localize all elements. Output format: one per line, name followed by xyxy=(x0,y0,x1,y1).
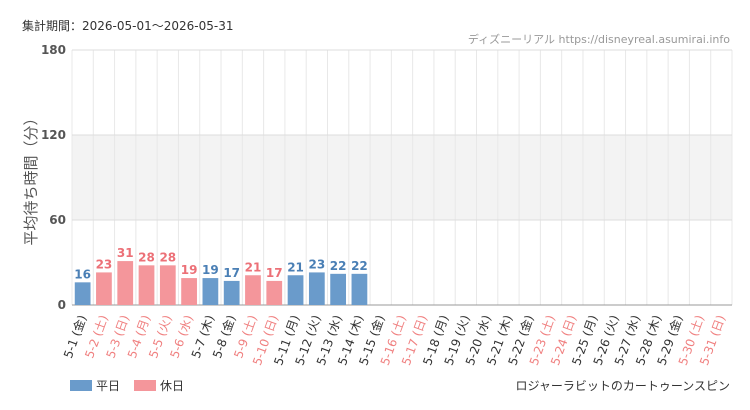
value-label: 17 xyxy=(266,266,283,280)
value-label: 31 xyxy=(117,246,134,260)
y-tick-label: 0 xyxy=(58,298,66,312)
value-label: 17 xyxy=(223,266,240,280)
bar xyxy=(202,278,219,305)
value-label: 21 xyxy=(287,260,304,274)
bar xyxy=(159,265,176,305)
bar xyxy=(287,275,304,305)
legend-swatch xyxy=(134,380,156,391)
bar xyxy=(266,280,283,305)
legend-label: 平日 xyxy=(96,379,120,393)
value-label: 21 xyxy=(245,260,262,274)
bar xyxy=(223,280,240,305)
legend-label: 休日 xyxy=(160,379,184,393)
band xyxy=(72,135,732,220)
bar xyxy=(74,282,91,305)
bar xyxy=(181,278,197,305)
bar xyxy=(117,261,134,305)
value-label: 23 xyxy=(96,257,113,271)
chart-title: 集計期間：2026-05-01～2026-05-31 xyxy=(22,18,233,33)
bar xyxy=(96,272,112,305)
value-label: 23 xyxy=(308,257,325,271)
bar xyxy=(330,273,347,305)
value-label: 19 xyxy=(181,263,198,277)
y-axis-label: 平均待ち時間（分） xyxy=(22,110,40,245)
bar xyxy=(245,275,261,305)
bar xyxy=(138,265,155,305)
attraction-name: ロジャーラビットのカートゥーンスピン xyxy=(515,379,730,393)
value-label: 28 xyxy=(138,250,155,264)
bar xyxy=(351,273,368,305)
value-label: 28 xyxy=(159,250,176,264)
y-tick-label: 180 xyxy=(41,43,66,57)
value-label: 16 xyxy=(74,267,91,281)
y-tick-label: 60 xyxy=(49,213,66,227)
source: ディズニーリアル https://disneyreal.asumirai.inf… xyxy=(468,32,730,46)
legend-swatch xyxy=(70,380,92,391)
y-tick-label: 120 xyxy=(41,128,66,142)
value-label: 19 xyxy=(202,263,219,277)
value-label: 22 xyxy=(330,259,347,273)
value-label: 22 xyxy=(351,259,368,273)
bar xyxy=(308,272,325,305)
